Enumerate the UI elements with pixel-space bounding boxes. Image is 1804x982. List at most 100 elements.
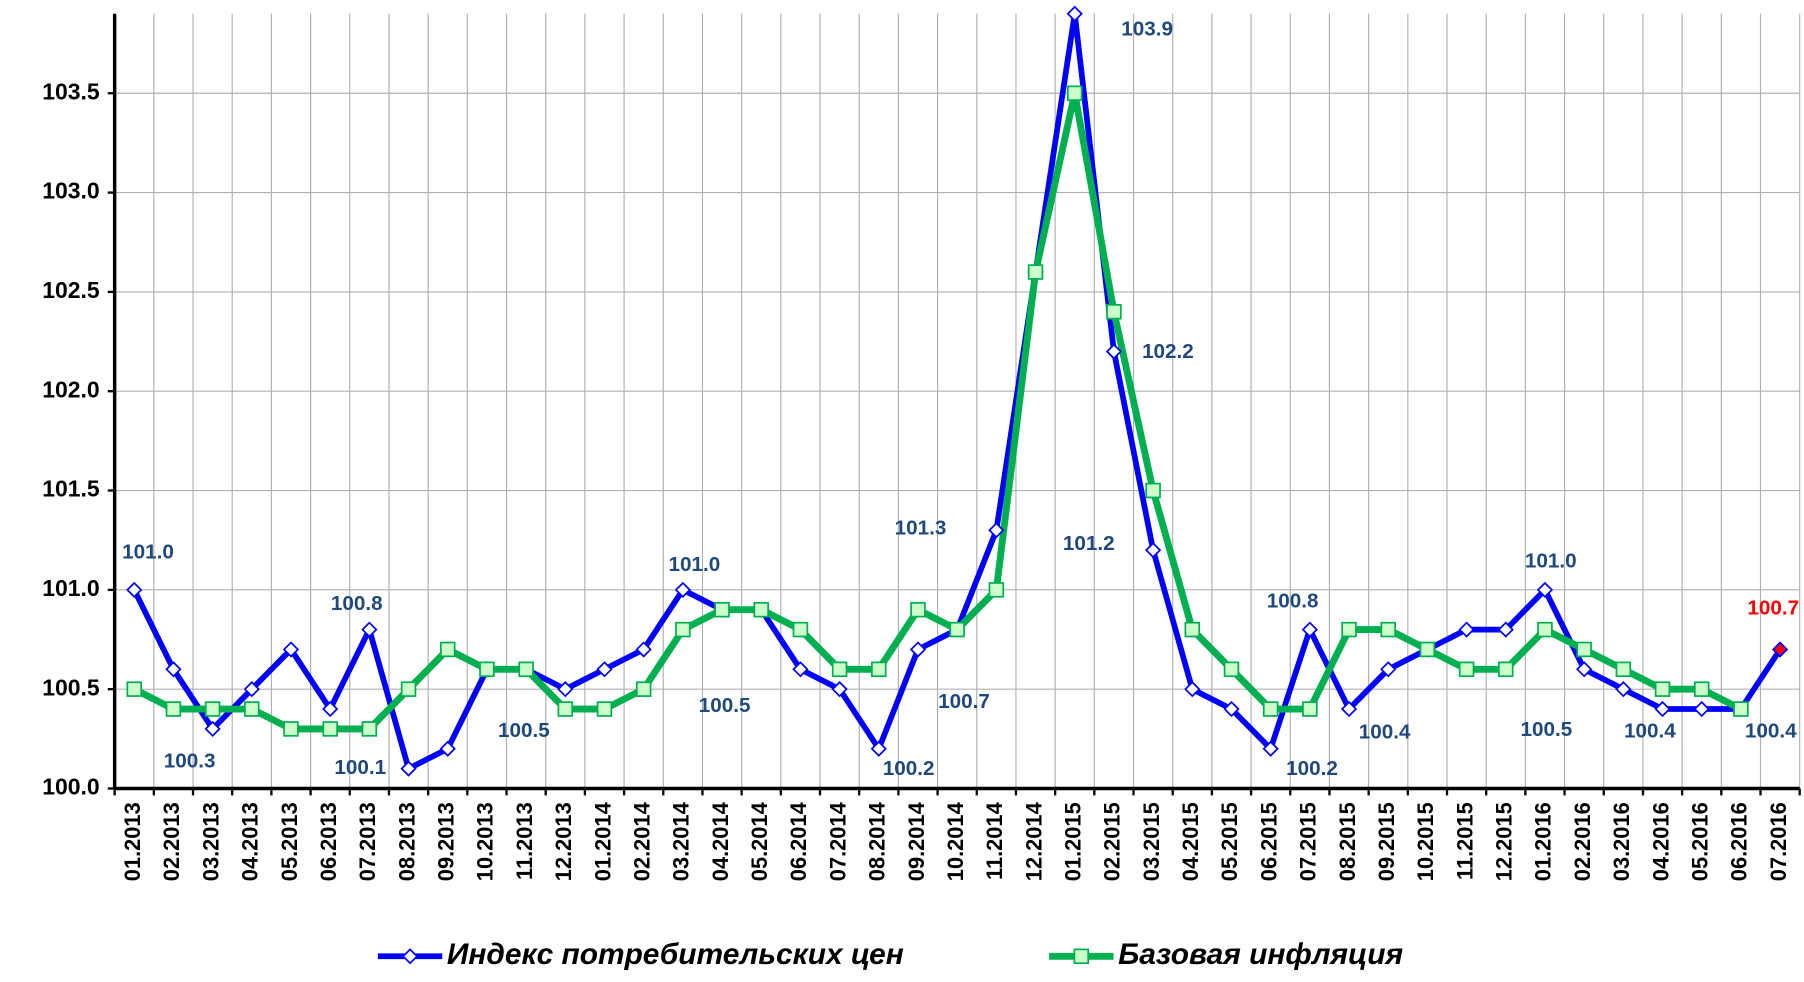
marker <box>1066 5 1083 22</box>
x-tick-label: 03.2015 <box>1139 802 1164 881</box>
x-tick-label: 04.2015 <box>1178 802 1203 881</box>
x-tick-label: 10.2014 <box>943 801 968 881</box>
marker <box>204 701 221 717</box>
marker <box>479 661 495 678</box>
marker <box>1106 303 1122 320</box>
marker <box>909 641 927 658</box>
x-tick-label: 03.2014 <box>669 801 694 881</box>
marker <box>439 740 456 757</box>
marker <box>1066 85 1083 102</box>
legend-label: Индекс потребительских цен <box>447 938 904 971</box>
marker <box>243 681 260 698</box>
x-tick-label: 12.2015 <box>1492 802 1517 881</box>
x-tick-label: 03.2013 <box>198 802 223 881</box>
marker <box>282 641 300 658</box>
marker <box>1576 661 1593 678</box>
marker <box>1184 621 1201 638</box>
marker <box>400 681 417 697</box>
marker <box>439 641 456 658</box>
x-tick-label: 06.2015 <box>1256 802 1281 881</box>
x-tick-label: 04.2016 <box>1648 802 1673 881</box>
legend-item: Индекс потребительских цен <box>377 938 904 971</box>
x-tick-label: 01.2014 <box>590 801 615 881</box>
marker <box>1301 621 1318 638</box>
marker <box>831 661 848 678</box>
marker <box>1615 661 1632 678</box>
data-label: 101.0 <box>1525 550 1577 573</box>
marker <box>126 581 143 598</box>
legend-marker <box>1073 948 1090 965</box>
marker <box>1576 641 1592 658</box>
x-tick-label: 12.2013 <box>551 802 576 881</box>
marker <box>831 681 848 698</box>
marker <box>870 740 887 757</box>
marker <box>674 581 691 598</box>
marker <box>518 661 534 678</box>
data-label: 100.3 <box>164 750 216 773</box>
x-tick-label: 08.2014 <box>865 801 890 881</box>
x-tick-label: 01.2016 <box>1531 802 1556 881</box>
marker <box>165 661 182 678</box>
x-tick-label: 01.2013 <box>120 802 145 881</box>
x-tick-label: 03.2016 <box>1609 802 1634 881</box>
data-label: 100.7 <box>1747 597 1799 620</box>
marker <box>1341 621 1357 638</box>
data-label: 100.2 <box>883 757 935 780</box>
data-label: 100.5 <box>699 694 751 717</box>
marker <box>361 721 378 737</box>
x-tick-label: 05.2016 <box>1687 802 1712 881</box>
x-tick-label: 07.2016 <box>1766 802 1791 881</box>
x-tick-label: 02.2013 <box>159 802 184 881</box>
marker <box>1145 482 1161 499</box>
data-label: 100.4 <box>1624 719 1676 742</box>
legend-item: Базовая инфляция <box>1049 938 1404 971</box>
marker <box>1223 700 1240 718</box>
x-tick-label: 10.2013 <box>473 802 498 881</box>
marker <box>792 621 809 638</box>
marker <box>910 601 926 618</box>
marker <box>1380 661 1397 678</box>
marker <box>204 720 221 738</box>
marker <box>1262 740 1279 757</box>
x-tick-label: 04.2014 <box>708 801 733 881</box>
x-tick-label: 06.2013 <box>316 802 341 881</box>
marker <box>361 621 378 638</box>
x-tick-label: 09.2014 <box>904 801 929 881</box>
data-label: 100.8 <box>1267 589 1319 612</box>
marker <box>1458 661 1475 678</box>
x-tick-label: 02.2015 <box>1100 802 1125 881</box>
marker <box>596 661 613 678</box>
x-tick-label: 09.2013 <box>434 802 459 881</box>
y-tick-label: 101.0 <box>42 575 99 601</box>
data-label: 100.2 <box>1286 757 1338 780</box>
marker <box>949 621 965 638</box>
marker <box>1302 701 1318 717</box>
legend-marker <box>401 948 419 965</box>
marker <box>1144 542 1162 559</box>
data-label: 101.0 <box>668 553 720 576</box>
marker <box>714 601 730 618</box>
marker <box>1380 621 1396 638</box>
x-tick-label: 05.2014 <box>747 801 772 881</box>
marker <box>1458 621 1475 638</box>
data-label: 103.9 <box>1121 17 1173 40</box>
marker <box>635 681 652 697</box>
marker <box>1262 701 1279 717</box>
marker <box>1419 641 1436 658</box>
y-tick-label: 101.5 <box>42 476 100 502</box>
marker <box>1536 581 1554 598</box>
data-label: 100.5 <box>498 719 550 742</box>
marker <box>557 701 574 717</box>
data-label: 101.3 <box>895 517 947 540</box>
marker <box>635 641 652 658</box>
marker <box>1615 681 1632 698</box>
marker <box>1654 681 1671 697</box>
marker <box>1105 343 1123 360</box>
data-label: 100.1 <box>334 756 386 779</box>
marker <box>283 721 299 737</box>
marker <box>871 661 887 678</box>
marker <box>1693 681 1710 697</box>
marker <box>1340 700 1358 718</box>
marker <box>596 701 613 717</box>
x-tick-label: 08.2015 <box>1335 802 1360 881</box>
